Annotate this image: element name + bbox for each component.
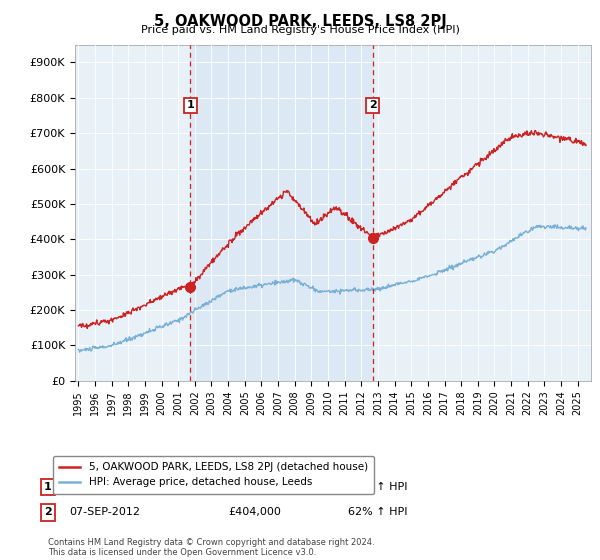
- Text: 07-SEP-2012: 07-SEP-2012: [69, 507, 140, 517]
- Text: 2: 2: [44, 507, 52, 517]
- Text: 1: 1: [187, 100, 194, 110]
- Text: £404,000: £404,000: [228, 507, 281, 517]
- Text: 2: 2: [369, 100, 377, 110]
- Text: £265,000: £265,000: [228, 482, 281, 492]
- Text: 25-SEP-2001: 25-SEP-2001: [69, 482, 140, 492]
- Text: 1: 1: [44, 482, 52, 492]
- Text: Contains HM Land Registry data © Crown copyright and database right 2024.
This d: Contains HM Land Registry data © Crown c…: [48, 538, 374, 557]
- Text: 95% ↑ HPI: 95% ↑ HPI: [348, 482, 407, 492]
- Text: 62% ↑ HPI: 62% ↑ HPI: [348, 507, 407, 517]
- Legend: 5, OAKWOOD PARK, LEEDS, LS8 2PJ (detached house), HPI: Average price, detached h: 5, OAKWOOD PARK, LEEDS, LS8 2PJ (detache…: [53, 456, 374, 494]
- Text: 5, OAKWOOD PARK, LEEDS, LS8 2PJ: 5, OAKWOOD PARK, LEEDS, LS8 2PJ: [154, 14, 446, 29]
- Bar: [190, 45, 373, 381]
- Text: Price paid vs. HM Land Registry's House Price Index (HPI): Price paid vs. HM Land Registry's House …: [140, 25, 460, 35]
